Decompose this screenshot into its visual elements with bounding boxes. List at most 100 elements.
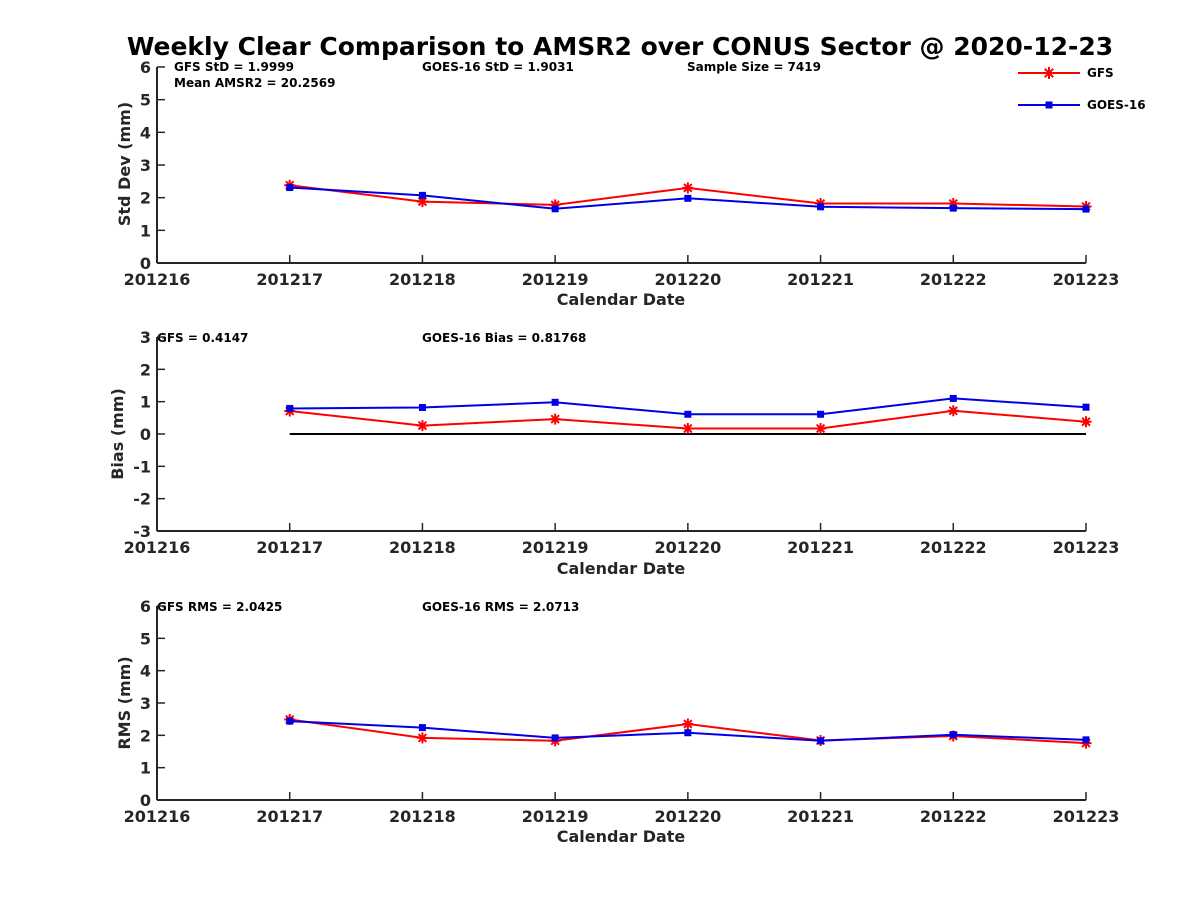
rms-x-tick-label: 201218 bbox=[389, 807, 456, 826]
goes16-rms-stat: GOES-16 RMS = 2.0713 bbox=[422, 600, 579, 614]
std-dev-y-tick-label: 2 bbox=[140, 189, 151, 208]
sample-size-stat: Sample Size = 7419 bbox=[687, 60, 821, 74]
std-dev-goes16-point bbox=[817, 203, 825, 211]
std-dev-gfs-point bbox=[549, 199, 561, 211]
rms-goes16-point bbox=[817, 737, 825, 745]
bias-gfs-point bbox=[416, 420, 428, 432]
std-dev-x-tick-label: 201218 bbox=[389, 270, 456, 289]
std-dev-x-tick-label: 201217 bbox=[256, 270, 323, 289]
chart-title: Weekly Clear Comparison to AMSR2 over CO… bbox=[127, 32, 1113, 61]
std-dev-y-axis-label: Std Dev (mm) bbox=[115, 102, 134, 226]
rms-goes16-point bbox=[551, 734, 559, 742]
legend-gfs-label: GFS bbox=[1087, 66, 1114, 80]
bias-y-tick-label: 0 bbox=[140, 425, 151, 444]
bias-x-tick-label: 201218 bbox=[389, 538, 456, 557]
rms-x-tick-label: 201223 bbox=[1053, 807, 1120, 826]
bias-gfs-point bbox=[815, 423, 827, 435]
bias-y-tick-label: 2 bbox=[140, 360, 151, 379]
std-dev-panel: GFS StD = 1.9999 GOES-16 StD = 1.9031 Sa… bbox=[115, 58, 1119, 309]
std-dev-goes16-point bbox=[286, 184, 294, 192]
bias-x-tick-label: 201223 bbox=[1053, 538, 1120, 557]
std-dev-y-tick-label: 5 bbox=[140, 91, 151, 110]
rms-gfs-point bbox=[416, 732, 428, 744]
rms-panel: GFS RMS = 2.0425 GOES-16 RMS = 2.0713 0 1… bbox=[115, 597, 1119, 846]
rms-y-axis-label: RMS (mm) bbox=[115, 656, 134, 749]
rms-x-tick-label: 201221 bbox=[787, 807, 854, 826]
goes16-bias-stat: GOES-16 Bias = 0.81768 bbox=[422, 331, 586, 345]
bias-goes16-point bbox=[286, 404, 294, 412]
rms-y-tick-label: 0 bbox=[140, 791, 151, 810]
std-dev-x-tick-label: 201221 bbox=[787, 270, 854, 289]
bias-goes16-point bbox=[551, 398, 559, 406]
bias-goes16-point bbox=[684, 410, 692, 418]
bias-goes16-point bbox=[949, 394, 957, 402]
std-dev-gfs-point bbox=[416, 196, 428, 208]
rms-y-tick-label: 1 bbox=[140, 759, 151, 778]
std-dev-y-tick-label: 3 bbox=[140, 156, 151, 175]
std-dev-axes: 0 1 2 3 4 5 6 201216 201217 201218 201219 201220 201… bbox=[124, 58, 1120, 289]
legend: GFS GOES-16 bbox=[1018, 66, 1146, 112]
bias-x-tick-label: 201222 bbox=[920, 538, 987, 557]
bias-goes16-point bbox=[1082, 403, 1090, 411]
goes16-std-stat: GOES-16 StD = 1.9031 bbox=[422, 60, 574, 74]
rms-axes: 0 1 2 3 4 5 6 201216 201217 201218 201219 201220 201… bbox=[124, 597, 1120, 826]
bias-y-tick-label: 1 bbox=[140, 393, 151, 412]
legend-goes16-label: GOES-16 bbox=[1087, 98, 1146, 112]
rms-goes16-point bbox=[418, 724, 426, 732]
std-dev-marks bbox=[284, 179, 1092, 213]
std-dev-x-axis-label: Calendar Date bbox=[557, 290, 686, 309]
std-dev-x-tick-label: 201223 bbox=[1053, 270, 1120, 289]
std-dev-x-tick-label: 201222 bbox=[920, 270, 987, 289]
mean-amsr2-stat: Mean AMSR2 = 20.2569 bbox=[174, 76, 335, 90]
bias-x-tick-label: 201221 bbox=[787, 538, 854, 557]
bias-x-tick-label: 201219 bbox=[522, 538, 589, 557]
std-dev-goes16-point bbox=[551, 205, 559, 213]
bias-goes16-point bbox=[418, 403, 426, 411]
bias-y-tick-label: 3 bbox=[140, 328, 151, 347]
bias-gfs-point bbox=[1080, 416, 1092, 428]
rms-y-tick-label: 4 bbox=[140, 662, 151, 681]
rms-x-tick-label: 201220 bbox=[654, 807, 721, 826]
rms-x-tick-label: 201216 bbox=[124, 807, 191, 826]
gfs-rms-stat: GFS RMS = 2.0425 bbox=[157, 600, 282, 614]
std-dev-y-tick-label: 6 bbox=[140, 58, 151, 77]
gfs-bias-stat: GFS = 0.4147 bbox=[157, 331, 248, 345]
std-dev-goes16-point bbox=[949, 204, 957, 212]
bias-y-axis-label: Bias (mm) bbox=[108, 388, 127, 480]
rms-goes16-point bbox=[684, 729, 692, 737]
std-dev-goes16-point bbox=[418, 191, 426, 199]
std-dev-gfs-point bbox=[947, 198, 959, 210]
legend-gfs-star-marker bbox=[1043, 67, 1055, 79]
bias-axes: -3 -2 -1 0 1 2 3 201216 201217 201218 201219 201220… bbox=[124, 328, 1120, 557]
rms-goes16-point bbox=[1082, 736, 1090, 744]
bias-y-tick-label: -1 bbox=[133, 457, 151, 476]
rms-goes16-point bbox=[949, 731, 957, 739]
bias-x-axis-label: Calendar Date bbox=[557, 559, 686, 578]
rms-y-tick-label: 3 bbox=[140, 694, 151, 713]
std-dev-y-tick-label: 0 bbox=[140, 254, 151, 273]
gfs-std-stat: GFS StD = 1.9999 bbox=[174, 60, 294, 74]
rms-y-tick-label: 5 bbox=[140, 629, 151, 648]
bias-gfs-point bbox=[682, 423, 694, 435]
bias-gfs-point bbox=[947, 405, 959, 417]
std-dev-x-tick-label: 201216 bbox=[124, 270, 191, 289]
bias-x-tick-label: 201217 bbox=[256, 538, 323, 557]
std-dev-x-tick-label: 201219 bbox=[522, 270, 589, 289]
rms-y-tick-label: 6 bbox=[140, 597, 151, 616]
rms-x-tick-label: 201217 bbox=[256, 807, 323, 826]
rms-marks bbox=[284, 713, 1092, 749]
legend-goes16-square-marker bbox=[1045, 101, 1053, 109]
rms-x-tick-label: 201219 bbox=[522, 807, 589, 826]
bias-gfs-point bbox=[549, 413, 561, 425]
rms-x-tick-label: 201222 bbox=[920, 807, 987, 826]
rms-goes16-point bbox=[286, 717, 294, 725]
std-dev-goes16-point bbox=[684, 194, 692, 202]
bias-x-tick-label: 201216 bbox=[124, 538, 191, 557]
bias-marks bbox=[284, 394, 1092, 435]
bias-panel: GFS = 0.4147 GOES-16 Bias = 0.81768 -3 -2… bbox=[108, 328, 1119, 578]
rms-gfs-point bbox=[682, 718, 694, 730]
bias-y-tick-label: -2 bbox=[133, 490, 151, 509]
std-dev-y-tick-label: 4 bbox=[140, 123, 151, 142]
std-dev-y-tick-label: 1 bbox=[140, 221, 151, 240]
